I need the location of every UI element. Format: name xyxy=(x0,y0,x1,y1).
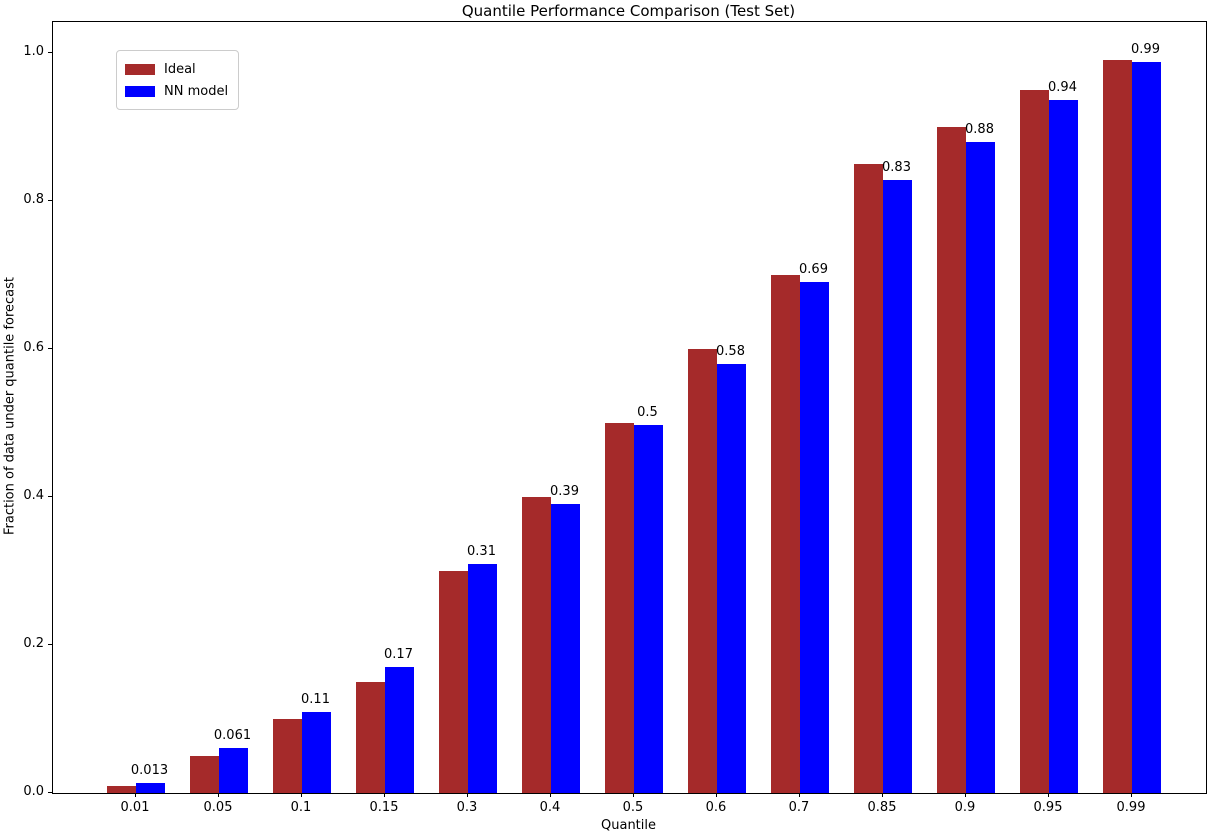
bar-ideal-0.4 xyxy=(522,497,551,793)
bar-ideal-0.9 xyxy=(937,127,966,793)
bar-ideal-0.99 xyxy=(1103,60,1132,793)
bar-value-label-0.99: 0.99 xyxy=(1131,41,1160,57)
bar-nn-model-0.5 xyxy=(634,425,663,793)
chart-title: Quantile Performance Comparison (Test Se… xyxy=(461,2,796,20)
bar-value-label-0.3: 0.31 xyxy=(467,543,496,559)
x-tick-label-0.3: 0.3 xyxy=(456,800,478,815)
bar-ideal-0.5 xyxy=(605,423,634,793)
x-tick-mark xyxy=(467,793,468,797)
y-tick-label-0.4: 0.4 xyxy=(23,488,44,503)
x-tick-mark xyxy=(384,793,385,797)
bar-nn-model-0.95 xyxy=(1049,99,1078,793)
legend-item-ideal: Ideal xyxy=(125,58,228,80)
bar-nn-model-0.85 xyxy=(883,180,912,793)
bar-nn-model-0.7 xyxy=(800,282,829,793)
bar-value-label-0.05: 0.061 xyxy=(213,727,252,743)
x-tick-mark xyxy=(550,793,551,797)
bar-value-label-0.85: 0.83 xyxy=(882,160,911,176)
bar-nn-model-0.01 xyxy=(136,783,165,793)
legend-swatch-ideal xyxy=(125,63,155,75)
x-tick-label-0.6: 0.6 xyxy=(705,800,727,815)
bar-ideal-0.01 xyxy=(107,785,136,793)
bar-ideal-0.1 xyxy=(273,719,302,793)
x-tick-mark xyxy=(799,793,800,797)
x-axis-label: Quantile xyxy=(601,818,656,833)
x-tick-mark xyxy=(301,793,302,797)
x-tick-mark xyxy=(882,793,883,797)
bar-nn-model-0.99 xyxy=(1132,61,1161,793)
y-axis-label: Fraction of data under quantile forecast xyxy=(2,276,18,536)
x-tick-mark xyxy=(965,793,966,797)
y-tick-label-0.8: 0.8 xyxy=(23,192,44,207)
x-tick-label-0.5: 0.5 xyxy=(622,800,644,815)
x-tick-label-0.05: 0.05 xyxy=(203,800,233,815)
bar-nn-model-0.6 xyxy=(717,363,746,793)
bar-nn-model-0.9 xyxy=(966,141,995,793)
y-tick-mark xyxy=(48,200,52,201)
bar-value-label-0.5: 0.5 xyxy=(637,405,658,421)
bar-value-label-0.6: 0.58 xyxy=(716,343,745,359)
y-tick-label-0.6: 0.6 xyxy=(23,340,44,355)
x-tick-mark xyxy=(716,793,717,797)
bar-nn-model-0.05 xyxy=(219,747,248,793)
x-tick-mark xyxy=(1048,793,1049,797)
x-tick-label-0.85: 0.85 xyxy=(867,800,897,815)
bar-value-label-0.4: 0.39 xyxy=(550,484,579,500)
bar-value-label-0.95: 0.94 xyxy=(1048,79,1077,95)
bar-ideal-0.95 xyxy=(1020,90,1049,793)
y-tick-mark xyxy=(48,644,52,645)
legend-item-nn-model: NN model xyxy=(125,80,228,102)
bar-value-label-0.15: 0.17 xyxy=(384,647,413,663)
bar-nn-model-0.1 xyxy=(302,711,331,793)
bar-ideal-0.3 xyxy=(439,571,468,793)
x-tick-mark xyxy=(135,793,136,797)
y-tick-mark xyxy=(48,496,52,497)
bar-nn-model-0.4 xyxy=(551,504,580,793)
x-tick-label-0.7: 0.7 xyxy=(788,800,810,815)
bar-ideal-0.15 xyxy=(356,682,385,793)
bar-value-label-0.7: 0.69 xyxy=(799,262,828,278)
legend-swatch-nn-model xyxy=(125,85,155,97)
y-tick-mark xyxy=(48,792,52,793)
x-tick-mark xyxy=(218,793,219,797)
legend-label-nn-model: NN model xyxy=(164,83,229,99)
x-tick-label-0.15: 0.15 xyxy=(369,800,399,815)
x-tick-label-0.99: 0.99 xyxy=(1116,800,1146,815)
legend-label-ideal: Ideal xyxy=(164,61,196,77)
y-tick-label-1.0: 1.0 xyxy=(23,44,44,59)
bar-nn-model-0.15 xyxy=(385,667,414,793)
bar-ideal-0.6 xyxy=(688,349,717,793)
x-tick-label-0.01: 0.01 xyxy=(120,800,150,815)
x-tick-label-0.9: 0.9 xyxy=(954,800,976,815)
bar-value-label-0.9: 0.88 xyxy=(965,121,994,137)
bar-ideal-0.05 xyxy=(190,756,219,793)
y-tick-label-0.2: 0.2 xyxy=(23,636,44,651)
y-tick-mark xyxy=(48,52,52,53)
x-tick-label-0.4: 0.4 xyxy=(539,800,561,815)
bar-value-label-0.01: 0.013 xyxy=(130,763,169,779)
legend: Ideal NN model xyxy=(116,50,240,110)
bar-ideal-0.85 xyxy=(854,164,883,793)
bar-ideal-0.7 xyxy=(771,275,800,793)
y-tick-label-0.0: 0.0 xyxy=(23,784,44,799)
bar-value-label-0.1: 0.11 xyxy=(301,691,330,707)
x-tick-mark xyxy=(633,793,634,797)
x-tick-mark xyxy=(1131,793,1132,797)
y-tick-mark xyxy=(48,348,52,349)
bar-nn-model-0.3 xyxy=(468,563,497,793)
x-tick-label-0.95: 0.95 xyxy=(1033,800,1063,815)
plot-area: Ideal NN model xyxy=(52,21,1207,794)
x-tick-label-0.1: 0.1 xyxy=(290,800,312,815)
